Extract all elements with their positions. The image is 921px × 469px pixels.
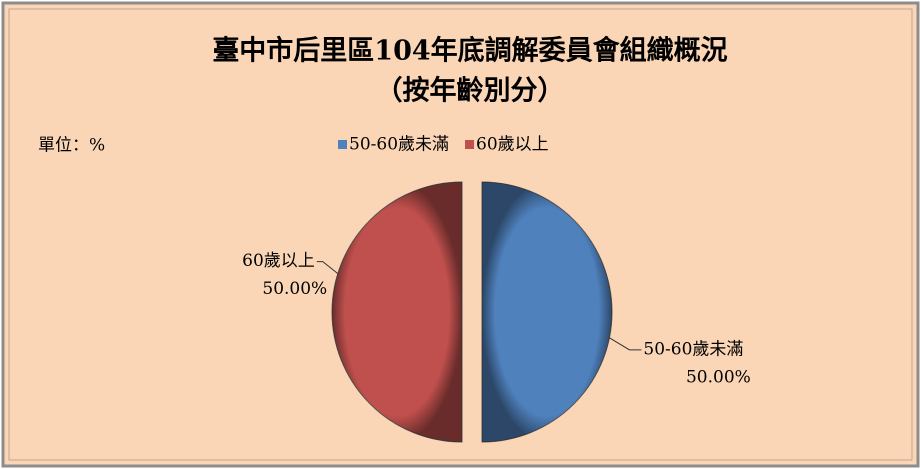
legend-label: 50-60歲未滿: [349, 135, 449, 155]
leader-line: [609, 337, 642, 351]
legend-swatch: [338, 140, 347, 149]
chart-title: 臺中市后里區104年底調解委員會組織概況: [212, 35, 727, 67]
unit-label: 單位：%: [38, 136, 105, 156]
data-label-value: 50.00%: [686, 367, 751, 387]
chart-subtitle: （按年齡別分）: [376, 75, 565, 107]
legend-label: 60歲以上: [476, 135, 549, 155]
data-label-value: 50.00%: [262, 279, 327, 299]
legend-swatch: [465, 140, 475, 149]
chart-frame: [8, 8, 913, 461]
data-label-name: 60歲以上: [242, 251, 315, 271]
leader-line: [316, 261, 339, 274]
data-label-name: 50-60歲未滿: [643, 339, 743, 359]
